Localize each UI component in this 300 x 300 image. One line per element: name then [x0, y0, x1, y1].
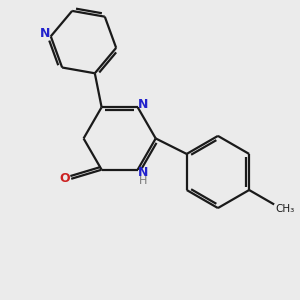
- Text: CH₃: CH₃: [276, 204, 295, 214]
- Text: N: N: [40, 27, 50, 40]
- Text: N: N: [138, 166, 148, 178]
- Text: H: H: [139, 176, 147, 186]
- Text: O: O: [59, 172, 70, 185]
- Text: N: N: [138, 98, 148, 111]
